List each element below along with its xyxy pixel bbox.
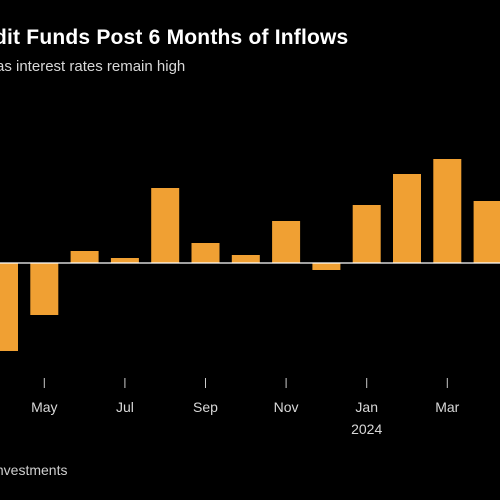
bar-sep-2023 [191,243,220,263]
bar-jan-2024 [352,205,381,263]
bar-nov-2023 [272,221,301,263]
bar-dec-2023 [312,263,341,270]
bar-jun-2023 [70,251,99,263]
bar-aug-2023 [151,188,180,263]
bar-may-2023 [30,263,59,315]
x-axis-ticks: May Jul Sep Nov Jan 2024 Mar [31,378,460,437]
bars-group [0,159,500,351]
x-tick-label-may: May [31,399,57,415]
chart-subtitle: as interest rates remain high [0,58,186,75]
x-tick-label-jul: Jul [116,399,134,415]
chart-title: dit Funds Post 6 Months of Inflows [0,26,349,49]
x-tick-label-mar: Mar [435,399,459,415]
source-note: Investments [0,462,68,478]
bar-mar-2024 [433,159,462,263]
bar-apr-2023 [0,263,18,351]
x-tick-label-nov: Nov [274,399,299,415]
bar-feb-2024 [393,174,421,263]
bar-apr-2024 [473,201,500,263]
x-tick-label-sep: Sep [193,399,218,415]
x-tick-sublabel-2024: 2024 [351,421,382,437]
bar-oct-2023 [231,255,260,263]
bar-jul-2023 [110,258,139,263]
x-tick-label-jan: Jan [355,399,378,415]
